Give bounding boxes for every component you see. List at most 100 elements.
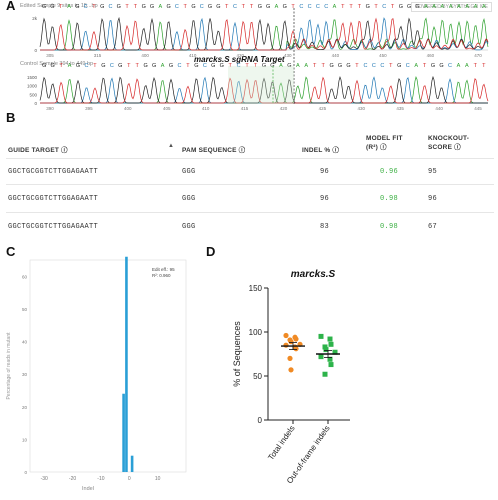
top-base-letter: G: [258, 4, 262, 10]
top-base-letter: G: [415, 4, 419, 10]
header-indel-label: INDEL %: [302, 147, 331, 154]
bottom-x-tick: 420: [280, 106, 288, 111]
bottom-base-letter: G: [262, 63, 266, 69]
panel-letter-d: D: [206, 244, 216, 259]
y-tick-label: 50: [22, 307, 28, 312]
indel-bar: [122, 393, 125, 472]
top-base-letter: T: [242, 4, 246, 10]
bottom-base-letter: T: [321, 63, 325, 69]
top-base-letter: G: [75, 4, 79, 10]
guide-cell: GGCTGCGGTCTTGGAGAATT: [8, 195, 99, 203]
bottom-base-letter: A: [296, 63, 300, 69]
top-x-tick: 400: [141, 53, 149, 58]
bottom-x-tick: 390: [46, 106, 54, 111]
header-pam-label: PAM SEQUENCE: [182, 147, 237, 154]
top-base-letter: C: [299, 4, 303, 10]
top-base-letter: T: [391, 4, 395, 10]
top-base-letter: G: [150, 4, 154, 10]
bottom-base-letter: G: [287, 63, 291, 69]
top-base-letter: G: [117, 4, 121, 10]
bottom-base-letter: G: [76, 63, 80, 69]
top-x-tick: 315: [94, 53, 102, 58]
bottom-base-letter: G: [397, 63, 401, 69]
x-tick-label: -30: [41, 476, 48, 482]
top-x-tick: 460: [427, 53, 435, 58]
top-base-letter: G: [216, 4, 220, 10]
top-x-tick: 420: [236, 53, 244, 58]
top-trace-label: Edited Sample 9 sites to 15...bp: [20, 3, 98, 9]
bottom-base-letter: G: [118, 63, 122, 69]
top-x-tick: 440: [332, 53, 340, 58]
bottom-x-tick: 430: [358, 106, 366, 111]
bottom-base-letter: C: [110, 63, 114, 69]
bottom-base-letter: T: [389, 63, 393, 69]
top-y-tick: 0: [34, 48, 37, 53]
header-model-fit: MODEL FIT (R²) ⓘ: [366, 134, 403, 152]
bottom-x-tick: 405: [163, 106, 171, 111]
bottom-base-letter: G: [346, 63, 350, 69]
top-base-letter: A: [457, 4, 461, 10]
bottom-base-letter: C: [237, 63, 241, 69]
bottom-base-letter: T: [127, 63, 131, 69]
top-base-letter: C: [308, 4, 312, 10]
sort-caret-icon[interactable]: ▲: [168, 143, 174, 149]
top-base-letter: T: [358, 4, 362, 10]
panel-letter-b: B: [6, 110, 16, 125]
y-axis-label: Percentage of reads in mutant: [6, 332, 12, 400]
top-base-letter: T: [341, 4, 345, 10]
bottom-x-tick: 440: [435, 106, 443, 111]
top-base-letter: C: [382, 4, 386, 10]
bottom-base-letter: C: [84, 63, 88, 69]
ice-badge: POWERED BY SYNTHEGO ICE: [411, 2, 492, 12]
top-base-letter: T: [92, 4, 96, 10]
header-guide-label: GUIDE TARGET: [8, 147, 60, 154]
bottom-x-tick: 445: [474, 106, 482, 111]
bottom-base-letter: G: [270, 63, 274, 69]
y-tick-label: 0: [258, 416, 263, 425]
bottom-base-letter: T: [93, 63, 97, 69]
ko-cell: 96: [428, 195, 438, 203]
out-of-frame-point: [322, 371, 328, 377]
x-tick-label: 10: [155, 476, 161, 482]
top-base-letter: A: [482, 4, 486, 10]
help-icon[interactable]: ⓘ: [454, 144, 461, 151]
top-x-tick: 450: [379, 53, 387, 58]
x-tick-label: -10: [97, 476, 104, 482]
bottom-y-tick: 1500: [27, 75, 38, 80]
top-base-letter: T: [134, 4, 138, 10]
help-icon[interactable]: ⓘ: [238, 147, 246, 154]
out-of-frame-point: [327, 336, 333, 342]
bottom-base-letter: C: [406, 63, 410, 69]
top-base-letter: C: [175, 4, 179, 10]
top-base-letter: G: [166, 4, 170, 10]
top-base-letter: C: [316, 4, 320, 10]
ko-cell: 67: [428, 223, 438, 231]
pam-cell: GGG: [182, 168, 196, 176]
bottom-base-letter: G: [51, 63, 55, 69]
bottom-base-letter: G: [194, 63, 198, 69]
indel-cell: 96: [320, 195, 330, 203]
top-x-tick: 305: [46, 53, 54, 58]
top-base-letter: G: [366, 4, 370, 10]
help-icon[interactable]: ⓘ: [61, 147, 68, 154]
chart-title: marcks.S: [291, 269, 336, 280]
x-category-label: Total indels: [266, 424, 296, 462]
top-base-letter: G: [100, 4, 104, 10]
top-base-letter: T: [125, 4, 129, 10]
total-indel-point: [288, 339, 294, 345]
top-base-letter: A: [465, 4, 469, 10]
r2-annotation: R²: 0.960: [152, 273, 171, 278]
top-base-letter: A: [67, 4, 71, 10]
r2-cell: 0.98: [380, 223, 399, 231]
top-base-letter: G: [142, 4, 146, 10]
top-base-letter: A: [424, 4, 428, 10]
out-of-frame-point: [328, 362, 334, 368]
y-tick-label: 0: [24, 470, 27, 475]
help-icon[interactable]: ⓘ: [380, 144, 387, 151]
top-base-letter: T: [250, 4, 254, 10]
bottom-base-letter: C: [177, 63, 181, 69]
bottom-base-letter: T: [482, 63, 486, 69]
bottom-base-letter: T: [474, 63, 478, 69]
help-icon[interactable]: ⓘ: [332, 147, 340, 154]
y-tick-label: 20: [22, 405, 28, 410]
